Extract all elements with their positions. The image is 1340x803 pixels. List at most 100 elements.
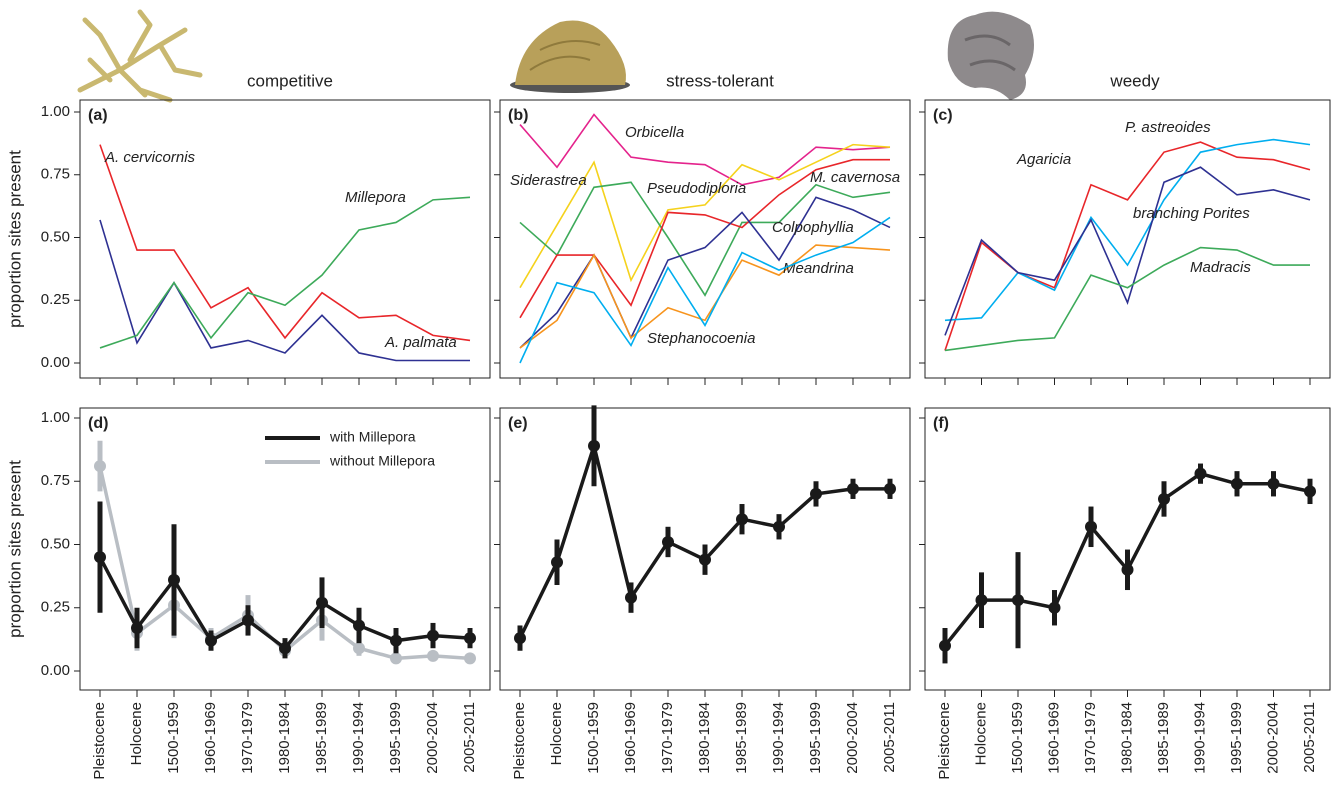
y-tick-label: 0.50 [41, 535, 70, 552]
column-title: competitive [247, 71, 333, 90]
point [1304, 485, 1316, 497]
point [168, 574, 180, 586]
y-tick-label: 0.75 [41, 166, 70, 183]
series-label: M. cavernosa [810, 169, 900, 186]
series-label: Madracis [1190, 259, 1251, 276]
x-tick-label: 1985-1989 [1155, 702, 1172, 774]
x-tick-label: 2000-2004 [424, 702, 441, 774]
point [551, 556, 563, 568]
series-line [945, 142, 1310, 350]
point [1012, 594, 1024, 606]
series-line [945, 248, 1310, 351]
point [353, 642, 365, 654]
point [1268, 478, 1280, 490]
point [390, 652, 402, 664]
x-tick-label: 1985-1989 [313, 702, 330, 774]
series-label: Meandrina [783, 260, 854, 277]
x-tick-label: 2005-2011 [881, 702, 898, 773]
y-tick-label: 0.50 [41, 228, 70, 245]
point [94, 551, 106, 563]
series-line [945, 140, 1310, 321]
point [316, 597, 328, 609]
panel-label: (e) [508, 415, 528, 432]
series-line [520, 182, 890, 295]
x-tick-label: 1970-1979 [239, 702, 256, 774]
y-tick-label: 1.00 [41, 409, 70, 426]
y-tick-label: 0.75 [41, 472, 70, 489]
x-tick-label: 1970-1979 [1082, 702, 1099, 774]
x-tick-label: 1500-1959 [1009, 702, 1026, 774]
legend-label: without Millepora [329, 453, 435, 469]
point [427, 630, 439, 642]
point [884, 483, 896, 495]
x-tick-label: 1980-1984 [696, 702, 713, 774]
x-tick-label: 1970-1979 [659, 702, 676, 774]
x-tick-label: 2000-2004 [844, 702, 861, 774]
point [1049, 602, 1061, 614]
point [1231, 478, 1243, 490]
x-tick-label: 1960-1969 [1045, 702, 1062, 774]
x-tick-label: 2000-2004 [1264, 702, 1281, 774]
column-title: weedy [1109, 71, 1160, 90]
point [976, 594, 988, 606]
plot-frame [925, 100, 1330, 378]
x-tick-label: 1990-1994 [770, 702, 787, 774]
legend-label: with Millepora [329, 429, 416, 445]
point [1195, 468, 1207, 480]
point [131, 622, 143, 634]
y-tick-label: 0.25 [41, 599, 70, 616]
point [773, 521, 785, 533]
x-tick-label: Holocene [972, 702, 989, 765]
x-tick-label: 1990-1994 [1191, 702, 1208, 774]
series-label: Agaricia [1016, 151, 1071, 168]
panel-label: (c) [933, 107, 953, 124]
x-tick-label: 2005-2011 [461, 702, 478, 773]
y-axis-label: proportion sites present [5, 150, 24, 328]
x-tick-label: 1990-1994 [350, 702, 367, 774]
point [662, 536, 674, 548]
point [699, 554, 711, 566]
y-tick-label: 1.00 [41, 103, 70, 120]
series-line [945, 167, 1310, 335]
series-line [520, 446, 890, 638]
series-label: Siderastrea [510, 172, 587, 189]
point [279, 642, 291, 654]
series-label: Stephanocoenia [647, 330, 755, 347]
series-label: Orbicella [625, 124, 684, 141]
point [390, 635, 402, 647]
x-tick-label: 1980-1984 [276, 702, 293, 774]
series-label: Millepora [345, 189, 406, 206]
series-label: P. astreoides [1125, 119, 1211, 136]
series-label: Pseudodiploria [647, 180, 746, 197]
x-tick-label: Pleistocene [511, 702, 528, 780]
plot-frame [925, 408, 1330, 690]
series-line [100, 557, 470, 648]
coral-image-plating [948, 12, 1034, 100]
x-tick-label: 1500-1959 [165, 702, 182, 774]
x-tick-label: Holocene [548, 702, 565, 765]
coral-image-branching [80, 12, 200, 100]
point [736, 513, 748, 525]
x-tick-label: 1500-1959 [585, 702, 602, 774]
x-tick-label: 1995-1999 [807, 702, 824, 774]
point [588, 440, 600, 452]
y-tick-label: 0.00 [41, 662, 70, 679]
chart: competitive (a) proportion sites present 0.… [0, 0, 1340, 798]
point [1085, 521, 1097, 533]
column-title: stress-tolerant [666, 71, 774, 90]
x-tick-label: 1960-1969 [202, 702, 219, 774]
x-tick-label: Pleistocene [91, 702, 108, 780]
point [1158, 493, 1170, 505]
series-line [100, 145, 470, 341]
x-tick-label: 1980-1984 [1118, 702, 1135, 774]
y-axis-label: proportion sites present [5, 460, 24, 638]
point [205, 635, 217, 647]
series-line [100, 466, 470, 658]
x-tick-label: 2005-2011 [1301, 702, 1318, 773]
panel-label: (a) [88, 107, 108, 124]
panel-label: (f) [933, 415, 949, 432]
x-tick-label: 1985-1989 [733, 702, 750, 774]
x-tick-label: 1995-1999 [1228, 702, 1245, 774]
panel-label: (b) [508, 107, 528, 124]
series-label: A. palmata [384, 334, 457, 351]
